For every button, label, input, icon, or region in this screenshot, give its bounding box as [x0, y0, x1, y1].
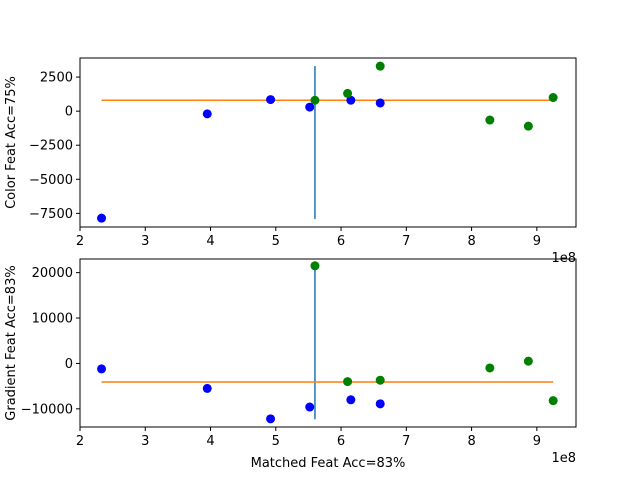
x-offset-label: 1e8	[551, 451, 576, 466]
scatter-point-blue	[202, 383, 212, 393]
scatter-point-green	[548, 93, 558, 103]
x-tick-label: 4	[206, 434, 214, 449]
scatter-point-green	[310, 261, 320, 271]
scatter-point-green	[310, 95, 320, 105]
scatter-point-green	[343, 88, 353, 98]
y-tick-label: −10000	[21, 402, 73, 417]
x-tick-label: 9	[533, 434, 541, 449]
scatter-point-blue	[305, 102, 315, 112]
y-tick-label: 0	[65, 105, 73, 120]
x-tick-label: 7	[402, 434, 410, 449]
x-tick-label: 6	[337, 234, 345, 249]
y-axis-label: Gradient Feat Acc=83%	[4, 265, 19, 420]
scatter-point-green	[343, 377, 353, 387]
y-tick-label: −7500	[29, 207, 73, 222]
scatter-point-blue	[346, 95, 356, 105]
axes-frame	[79, 258, 577, 428]
scatter-point-green	[485, 115, 495, 125]
x-tick-label: 9	[533, 234, 541, 249]
scatter-point-green	[523, 356, 533, 366]
scatter-point-blue	[202, 109, 212, 119]
x-tick-label: 5	[272, 434, 280, 449]
x-tick-label: 8	[467, 234, 475, 249]
subplot-gradient-feat: 2 3 4 5 6 7 8 9 20000 10000 0 −10000 1e8 Gradient Fea…	[4, 258, 577, 471]
x-tick-label: 4	[206, 234, 214, 249]
scatter-point-blue	[266, 414, 276, 424]
scatter-point-blue	[97, 213, 107, 223]
scatter-point-blue	[97, 364, 107, 374]
x-tick-label: 2	[76, 434, 84, 449]
y-tick-label: 20000	[32, 266, 73, 281]
x-tick-label: 6	[337, 434, 345, 449]
scatter-point-green	[548, 396, 558, 406]
scatter-point-blue	[375, 399, 385, 409]
y-tick-label: −2500	[29, 139, 73, 154]
y-axis-label: Color Feat Acc=75%	[4, 76, 19, 209]
scatter-point-green	[485, 363, 495, 373]
x-tick-label: 5	[272, 234, 280, 249]
y-tick-label: −5000	[29, 173, 73, 188]
x-tick-label: 2	[76, 234, 84, 249]
axes-frame	[79, 57, 577, 228]
scatter-point-green	[523, 121, 533, 131]
x-tick-label: 3	[141, 434, 149, 449]
scatter-point-blue	[346, 395, 356, 405]
scatter-point-green	[375, 61, 385, 71]
y-tick-label: 0	[65, 357, 73, 372]
y-tick-label: 10000	[32, 312, 73, 327]
x-tick-label: 3	[141, 234, 149, 249]
scatter-point-blue	[375, 98, 385, 108]
x-tick-label: 7	[402, 234, 410, 249]
x-tick-label: 8	[467, 434, 475, 449]
scatter-point-blue	[305, 402, 315, 412]
scatter-point-green	[375, 375, 385, 385]
y-tick-label: 2500	[40, 71, 73, 86]
scatter-point-blue	[266, 95, 276, 105]
x-axis-label: Matched Feat Acc=83%	[251, 456, 406, 471]
